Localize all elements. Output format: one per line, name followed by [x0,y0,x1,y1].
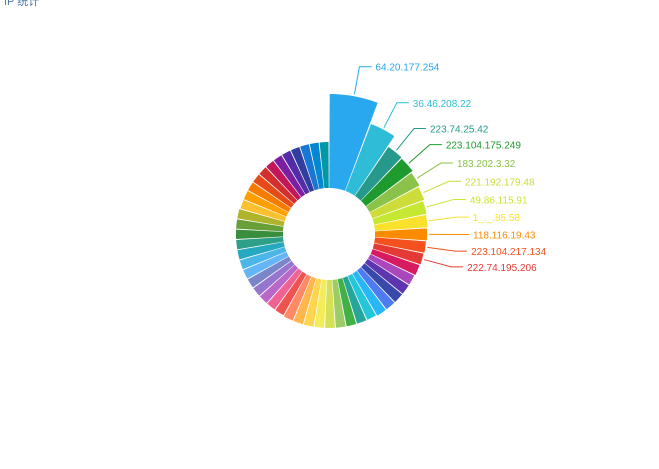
label-leader-line [429,217,469,221]
chart-title: IP 统计 [4,0,39,9]
label-leader-line [423,181,461,192]
slice-label: 221.192.179.48 [465,177,535,188]
slice-label: 223.104.175.249 [446,141,522,152]
slice-label: 223.74.25.42 [430,125,489,136]
slice-label: 49.86.115.91 [470,195,528,206]
label-leader-line [424,260,463,267]
slice-label: 36.46.208.22 [413,99,472,110]
label-leader-line [427,247,467,251]
label-leader-line [384,103,409,128]
slice-label: 223.104.217.134 [471,247,547,258]
slice-label: 64.20.177.254 [375,63,439,74]
label-leader-line [427,199,466,206]
label-leader-line [354,67,371,95]
slice-label: 1_._.85.58 [473,213,521,224]
label-leader-line [396,129,426,151]
slice-label: 183.202.3.32 [457,159,516,170]
label-leader-line [409,145,442,164]
slice-label: 222.74.195.206 [467,263,537,274]
label-leader-line [417,163,453,178]
donut-hole [283,188,375,280]
slice-label: 118.116.19.43 [473,230,536,241]
